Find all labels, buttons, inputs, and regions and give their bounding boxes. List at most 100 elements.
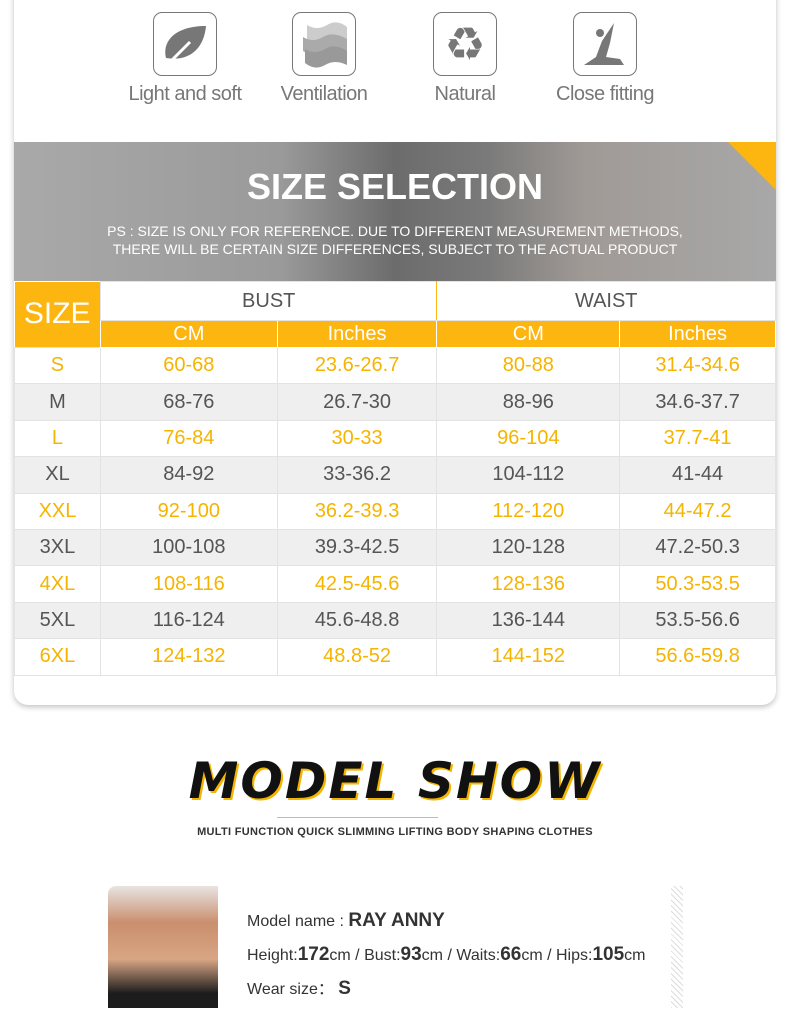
label: Wear size： — [247, 981, 339, 998]
model-card: Model name : RAY ANNY Height:172cm / Bus… — [108, 886, 683, 1008]
size-cell: 112-120 — [436, 492, 621, 530]
size-cell: 33-36.2 — [276, 456, 438, 494]
feature-ventilation: Ventilation — [254, 12, 394, 106]
wear-size-line: Wear size： S — [247, 972, 645, 1006]
waves-icon — [292, 12, 356, 76]
size-card: Light and soft Ventilation ♻ Natural Clo… — [14, 0, 776, 705]
feature-label: Ventilation — [280, 83, 368, 105]
size-cell: 48.8-52 — [276, 638, 438, 676]
feature-label: Natural — [434, 83, 496, 105]
size-cell: 100-108 — [99, 528, 278, 567]
yoga-icon — [573, 12, 637, 76]
size-cell: 45.6-48.8 — [276, 601, 438, 640]
table-row: 6XL 124-132 48.8-52 144-152 56.6-59.8 — [14, 638, 776, 676]
model-name: RAY ANNY — [348, 910, 445, 931]
table-row: 3XL 100-108 39.3-42.5 120-128 47.2-50.3 — [14, 528, 776, 567]
size-cell: 96-104 — [436, 419, 621, 458]
size-cell: 116-124 — [99, 601, 278, 640]
recycle-icon: ♻ — [433, 12, 497, 76]
feature-light-soft: Light and soft — [115, 12, 255, 106]
size-name: 4XL — [14, 565, 101, 603]
feature-close-fitting: Close fitting — [535, 12, 675, 106]
size-name: L — [14, 419, 101, 458]
decorative-pattern — [671, 886, 683, 1008]
banner-note: PS : SIZE IS ONLY FOR REFERENCE. DUE TO … — [14, 222, 776, 258]
size-cell: 30-33 — [276, 419, 438, 458]
label: cm / Hips: — [521, 947, 593, 964]
feature-label: Close fitting — [556, 83, 655, 105]
size-cell: 68-76 — [99, 383, 278, 421]
size-cell: 56.6-59.8 — [619, 638, 776, 676]
size-name: 5XL — [14, 601, 101, 640]
size-cell: 60-68 — [99, 346, 278, 385]
size-cell: 144-152 — [436, 638, 621, 676]
table-row: S 60-68 23.6-26.7 80-88 31.4-34.6 — [14, 346, 776, 385]
wear-size: S — [338, 978, 351, 999]
size-cell: 41-44 — [619, 456, 776, 494]
model-show-subtitle: MULTI FUNCTION QUICK SLIMMING LIFTING BO… — [197, 826, 593, 838]
size-cell: 42.5-45.6 — [276, 565, 438, 603]
table-row: XXL 92-100 36.2-39.3 112-120 44-47.2 — [14, 492, 776, 530]
size-cell: 128-136 — [436, 565, 621, 603]
model-info: Model name : RAY ANNY Height:172cm / Bus… — [247, 904, 645, 1006]
size-cell: 80-88 — [436, 346, 621, 385]
size-cell: 37.7-41 — [619, 419, 776, 458]
label: Model name : — [247, 913, 349, 930]
table-row: 5XL 116-124 45.6-48.8 136-144 53.5-56.6 — [14, 601, 776, 640]
model-photo — [108, 886, 218, 1008]
note-line-2: THERE WILL BE CERTAIN SIZE DIFFERENCES, … — [112, 241, 678, 257]
feature-label: Light and soft — [128, 83, 242, 105]
divider — [277, 817, 438, 818]
size-name: M — [14, 383, 101, 421]
size-cell: 31.4-34.6 — [619, 346, 776, 385]
table-row: XL 84-92 33-36.2 104-112 41-44 — [14, 456, 776, 494]
bust-header: BUST — [99, 281, 438, 321]
size-cell: 120-128 — [436, 528, 621, 567]
inches-header: Inches — [619, 320, 776, 348]
size-name: XL — [14, 456, 101, 494]
banner-title: SIZE SELECTION — [246, 166, 544, 207]
leaf-icon — [153, 12, 217, 76]
size-cell: 84-92 — [99, 456, 278, 494]
table-row: 4XL 108-116 42.5-45.6 128-136 50.3-53.5 — [14, 565, 776, 603]
size-cell: 92-100 — [99, 492, 278, 530]
size-cell: 136-144 — [436, 601, 621, 640]
size-cell: 108-116 — [99, 565, 278, 603]
label: cm / Waits: — [421, 947, 501, 964]
model-measurements: Height:172cm / Bust:93cm / Waits:66cm / … — [247, 938, 645, 972]
height-value: 172 — [297, 944, 330, 965]
size-cell: 88-96 — [436, 383, 621, 421]
label: cm — [624, 947, 646, 964]
corner-accent — [728, 142, 776, 190]
feature-natural: ♻ Natural — [395, 12, 535, 106]
model-show-title: MODEL SHOW — [188, 752, 602, 810]
size-name: XXL — [14, 492, 101, 530]
label: cm / Bust: — [329, 947, 401, 964]
size-table: SIZE BUST WAIST CM Inches CM Inches S 60-68 23.… — [14, 281, 776, 676]
size-cell: 50.3-53.5 — [619, 565, 776, 603]
size-cell: 124-132 — [99, 638, 278, 676]
size-name: 6XL — [14, 638, 101, 676]
waist-header: WAIST — [436, 281, 776, 321]
size-name: 3XL — [14, 528, 101, 567]
size-cell: 47.2-50.3 — [619, 528, 776, 567]
size-cell: 26.7-30 — [276, 383, 438, 421]
waist-value: 66 — [500, 944, 522, 965]
cm-header: CM — [436, 320, 621, 348]
size-cell: 53.5-56.6 — [619, 601, 776, 640]
note-line-1: PS : SIZE IS ONLY FOR REFERENCE. DUE TO … — [107, 223, 683, 239]
size-cell: 36.2-39.3 — [276, 492, 438, 530]
size-cell: 34.6-37.7 — [619, 383, 776, 421]
size-selection-banner: SIZE SELECTION PS : SIZE IS ONLY FOR REF… — [14, 142, 776, 281]
cm-header: CM — [99, 320, 278, 348]
size-cell: 44-47.2 — [619, 492, 776, 530]
size-cell: 76-84 — [99, 419, 278, 458]
bust-value: 93 — [400, 944, 422, 965]
table-row: M 68-76 26.7-30 88-96 34.6-37.7 — [14, 383, 776, 421]
size-cell: 104-112 — [436, 456, 621, 494]
inches-header: Inches — [276, 320, 438, 348]
size-cell: 23.6-26.7 — [276, 346, 438, 385]
model-name-line: Model name : RAY ANNY — [247, 904, 645, 938]
table-row: L 76-84 30-33 96-104 37.7-41 — [14, 419, 776, 458]
size-name: S — [14, 346, 101, 385]
